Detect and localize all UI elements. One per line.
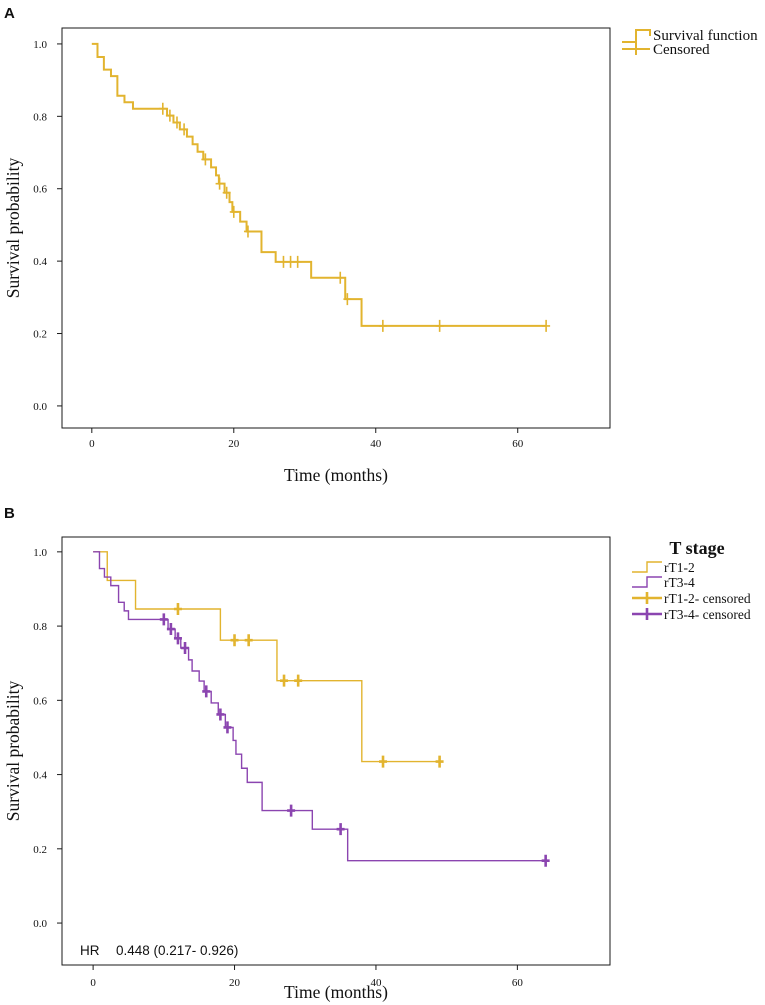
- censor-mark: [180, 123, 189, 136]
- x-tick-label: 0: [89, 438, 95, 450]
- censor-mark: [243, 225, 252, 238]
- panel-b: B 0.0 0.2 0.4 0.6 0.8 1.0 0 20 40 60 Survival pro…: [3, 505, 751, 1002]
- panel-a: A 0.0 0.2 0.4 0.6 0.8 1.0 0 20 40 60 Survival pro…: [3, 5, 758, 485]
- x-tick-label: 20: [228, 438, 240, 450]
- panel-b-label: B: [4, 505, 15, 522]
- legend-item-rt1-2-censored: rT1-2- censored: [632, 591, 751, 606]
- y-tick-label: 1.0: [33, 547, 47, 559]
- y-tick-label: 0.0: [33, 918, 47, 930]
- legend-item-rt3-4-censored: rT3-4- censored: [632, 607, 751, 622]
- censor-mark-icon: [622, 43, 650, 55]
- censor-mark: [165, 109, 174, 122]
- censor-mark: [287, 804, 296, 817]
- step-line-icon: [632, 561, 662, 573]
- censor-mark: [222, 186, 231, 199]
- censor-mark: [294, 674, 303, 687]
- survival-curve-rt3-4: [93, 551, 546, 862]
- y-tick-label: 0.4: [33, 770, 47, 782]
- censor-mark: [279, 255, 288, 268]
- legend-item-rt3-4: rT3-4: [632, 575, 695, 590]
- chart-a-marks: 0.0 0.2 0.4 0.6 0.8 1.0 0 20 40 60: [33, 39, 551, 450]
- legend-item-censored: Censored: [622, 42, 710, 58]
- censor-mark: [286, 255, 295, 268]
- legend-b: T stage rT1-2 rT3-4 rT1-2- censored rT3-…: [632, 538, 751, 622]
- censor-mark: [172, 116, 181, 129]
- y-tick-label: 0.2: [33, 329, 47, 341]
- y-tick-label: 0.8: [33, 621, 47, 633]
- y-axis-title-b: Survival probability: [3, 681, 23, 822]
- x-tick-label: 60: [512, 438, 524, 450]
- y-tick-label: 0.8: [33, 111, 47, 123]
- censor-mark-icon: [632, 608, 662, 620]
- x-axis-title-b: Time (months): [284, 982, 388, 1002]
- censor-mark: [229, 205, 238, 218]
- censor-mark: [293, 255, 302, 268]
- censor-mark: [173, 632, 182, 645]
- censor-mark: [216, 708, 225, 721]
- x-tick-label: 40: [370, 438, 382, 450]
- censor-mark: [201, 153, 210, 166]
- legend-item-rt1-2: rT1-2: [632, 560, 695, 575]
- censor-mark: [230, 634, 239, 647]
- censor-mark: [379, 755, 388, 768]
- x-tick-label: 0: [90, 977, 96, 989]
- censor-mark: [202, 685, 211, 698]
- legend-label-rt1-2-censored: rT1-2- censored: [664, 591, 751, 606]
- censor-mark: [541, 854, 550, 867]
- censor-mark: [244, 634, 253, 647]
- censor-mark: [181, 641, 190, 654]
- legend-title: T stage: [669, 538, 724, 558]
- censor-mark: [435, 755, 444, 768]
- hr-label: HR: [80, 943, 100, 958]
- chart-b-marks: 0.0 0.2 0.4 0.6 0.8 1.0 0 20 40 60: [33, 547, 550, 989]
- x-axis-title-a: Time (months): [284, 465, 388, 485]
- censor-mark: [223, 721, 232, 734]
- censor-mark: [159, 613, 168, 626]
- censor-mark: [343, 293, 352, 306]
- step-line-icon: [632, 576, 662, 588]
- legend-item-survival-function: Survival function: [622, 28, 758, 44]
- censor-mark: [336, 271, 345, 284]
- y-tick-label: 0.6: [33, 184, 47, 196]
- censor-mark: [542, 319, 551, 332]
- legend-label-survival-function: Survival function: [653, 28, 758, 44]
- censor-mark: [173, 603, 182, 616]
- censor-mark: [435, 319, 444, 332]
- hazard-ratio-annotation: HR 0.448 (0.217- 0.926): [80, 943, 238, 958]
- plot-area-b: [61, 536, 611, 966]
- y-axis-title-a: Survival probability: [3, 158, 23, 299]
- y-tick-label: 0.4: [33, 256, 47, 268]
- censor-mark: [280, 674, 289, 687]
- panel-a-label: A: [4, 5, 15, 22]
- y-tick-label: 1.0: [33, 39, 47, 51]
- censor-mark: [166, 623, 175, 636]
- x-tick-label: 40: [370, 977, 382, 989]
- censor-mark: [378, 319, 387, 332]
- x-tick-label: 20: [229, 977, 241, 989]
- legend-label-rt3-4: rT3-4: [664, 575, 695, 590]
- hr-value: 0.448 (0.217- 0.926): [116, 943, 238, 958]
- censor-mark: [336, 823, 345, 836]
- legend-a: Survival function Censored: [622, 28, 758, 58]
- y-tick-label: 0.6: [33, 695, 47, 707]
- y-tick-label: 0.0: [33, 401, 47, 413]
- legend-label-rt3-4-censored: rT3-4- censored: [664, 607, 751, 622]
- legend-label-rt1-2: rT1-2: [664, 560, 695, 575]
- censor-mark: [158, 102, 167, 115]
- step-line-icon: [622, 29, 651, 43]
- survival-curve-survival-function: [91, 42, 547, 327]
- y-tick-label: 0.2: [33, 844, 47, 856]
- censor-mark-icon: [632, 592, 662, 604]
- x-tick-label: 60: [512, 977, 524, 989]
- plot-area-a: [61, 27, 611, 429]
- survival-curve-rt1-2: [93, 551, 440, 763]
- censor-mark: [215, 177, 224, 190]
- legend-label-censored: Censored: [653, 42, 710, 58]
